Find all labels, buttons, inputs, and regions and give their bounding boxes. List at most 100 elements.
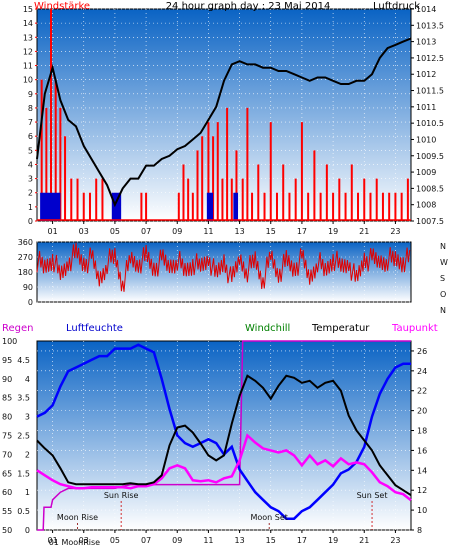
direction-tick-label: 180 — [18, 268, 33, 277]
humidity-tick-label: 55 — [2, 507, 12, 516]
pressure-tick-label: 1009 — [416, 168, 436, 177]
x-tick-label: 19 — [328, 536, 338, 545]
x-tick-label: 05 — [110, 227, 120, 236]
x-tick-label: 15 — [266, 227, 276, 236]
humidity-tick-label: 50 — [2, 526, 12, 535]
panel3-plot-area — [36, 340, 412, 531]
dewpoint-line — [36, 433, 412, 502]
wind-tick-label: 15 — [23, 5, 33, 14]
panel-temperature-humidity: 0 0.5 1 1.5 2 2.5 3 3.5 4 4.5 50 55 60 65 70 75 80 85 90 9… — [2, 323, 438, 547]
x-tick-label: 21 — [359, 536, 369, 545]
temperature-tick-label: 16 — [417, 446, 427, 455]
temperature-tick-label: 14 — [417, 466, 427, 475]
compass-letter: N — [440, 306, 446, 315]
rain-tick-label: 1 — [25, 488, 30, 497]
wind-tick-label: 14 — [23, 19, 33, 28]
sun-moon-annotations: Sun Rise Sun Set Moon Rise Moon Set 01 MoonR… — [49, 491, 388, 547]
annotation-label: Sun Rise — [104, 491, 139, 500]
rain-tick-label: 4.5 — [17, 356, 30, 365]
humidity-tick-label: 95 — [2, 356, 12, 365]
pressure-line — [36, 37, 412, 208]
x-tick-label: 11 — [203, 536, 213, 545]
direction-tick-label: 360 — [18, 238, 33, 247]
wind-tick-label: 9 — [28, 90, 33, 99]
x-tick-label: 19 — [328, 227, 338, 236]
humidity-label: Luftfeuchte — [66, 323, 123, 334]
wind-calm-block — [206, 192, 214, 221]
humidity-tick-label: 90 — [2, 375, 12, 384]
x-tick-label: 07 — [141, 536, 151, 545]
pressure-tick-label: 1009.5 — [416, 152, 444, 161]
rain-tick-label: 4 — [25, 375, 30, 384]
humidity-axis-ticks: 50 55 60 65 70 75 80 85 90 95 100 — [2, 337, 17, 535]
direction-tick-label: 90 — [23, 283, 33, 292]
pressure-tick-label: 1012.5 — [416, 54, 444, 63]
x-tick-label: 05 — [110, 536, 120, 545]
rain-label: Regen — [2, 323, 34, 334]
humidity-tick-label: 65 — [2, 469, 12, 478]
annotation-label: Sun Set — [357, 491, 388, 500]
wind-tick-label: 0 — [28, 217, 33, 226]
pressure-tick-label: 1013.5 — [416, 21, 444, 30]
pressure-tick-label: 1011 — [416, 103, 436, 112]
panel2-plot-area — [36, 241, 412, 303]
temperature-tick-label: 20 — [417, 407, 427, 416]
x-tick-label: 23 — [390, 227, 400, 236]
panel1-title: 24 hour graph day : 23 Mai 2014 — [166, 1, 331, 12]
annotation-label: Moon Set — [250, 513, 287, 522]
direction-tick-label: 0 — [28, 298, 33, 307]
pressure-tick-label: 1008 — [416, 201, 436, 210]
x-tick-label: 09 — [172, 227, 182, 236]
rain-tick-label: 1.5 — [17, 469, 30, 478]
panel1-right-ticks: 1007.5 1008 1008.5 1009 1009.5 1010 1010.5 1011… — [411, 5, 444, 226]
annotation-label: Moon Rise — [57, 513, 98, 522]
wind-tick-label: 11 — [23, 62, 33, 71]
rain-tick-label: 3.5 — [17, 394, 30, 403]
rain-tick-label: 2 — [25, 450, 30, 459]
x-tick-label: 17 — [297, 227, 307, 236]
wind-tick-label: 1 — [28, 203, 33, 212]
temperature-tick-label: 8 — [417, 526, 422, 535]
wind-tick-label: 12 — [23, 47, 33, 56]
panel1-x-ticks: 01 03 05 07 09 11 13 15 17 19 21 23 — [47, 221, 401, 236]
rain-line — [37, 340, 411, 531]
pressure-tick-label: 1010 — [416, 135, 436, 144]
humidity-tick-label: 85 — [2, 394, 12, 403]
pressure-tick-label: 1012 — [416, 70, 436, 79]
pressure-tick-label: 1010.5 — [416, 119, 444, 128]
compass-letter: N — [440, 242, 446, 251]
x-tick-label: 01 — [47, 536, 57, 545]
temperature-line — [36, 374, 412, 497]
compass-letter: S — [440, 274, 445, 283]
wind-axis-label: Windstärke — [34, 1, 90, 12]
rain-tick-label: 3 — [25, 413, 30, 422]
wind-tick-label: 5 — [28, 146, 33, 155]
wind-calm-block — [40, 192, 61, 221]
rain-tick-label: 2.5 — [17, 432, 30, 441]
wind-tick-label: 3 — [28, 175, 33, 184]
humidity-tick-label: 75 — [2, 432, 12, 441]
compass-letter: W — [440, 258, 448, 267]
x-tick-label: 07 — [141, 227, 151, 236]
x-tick-label: 03 — [79, 536, 89, 545]
x-tick-label: 13 — [234, 227, 244, 236]
direction-tick-label: 270 — [18, 253, 33, 262]
rain-tick-label: 0 — [25, 526, 30, 535]
temperature-label: Temperatur — [311, 323, 370, 334]
x-tick-label: 21 — [359, 227, 369, 236]
pressure-axis-label: Luftdruck — [373, 1, 420, 12]
pressure-tick-label: 1013 — [416, 38, 436, 47]
temperature-tick-label: 10 — [417, 506, 427, 515]
pressure-tick-label: 1008.5 — [416, 184, 444, 193]
wind-bars — [37, 9, 411, 221]
panel2-left-ticks: 0 90 180 270 360 — [18, 238, 33, 307]
wind-tick-label: 8 — [28, 104, 33, 113]
wind-calm-block — [233, 192, 239, 221]
temperature-tick-label: 18 — [417, 427, 427, 436]
pressure-tick-label: 1011.5 — [416, 87, 444, 96]
pressure-tick-label: 1014 — [416, 5, 436, 14]
wind-tick-label: 4 — [28, 160, 33, 169]
